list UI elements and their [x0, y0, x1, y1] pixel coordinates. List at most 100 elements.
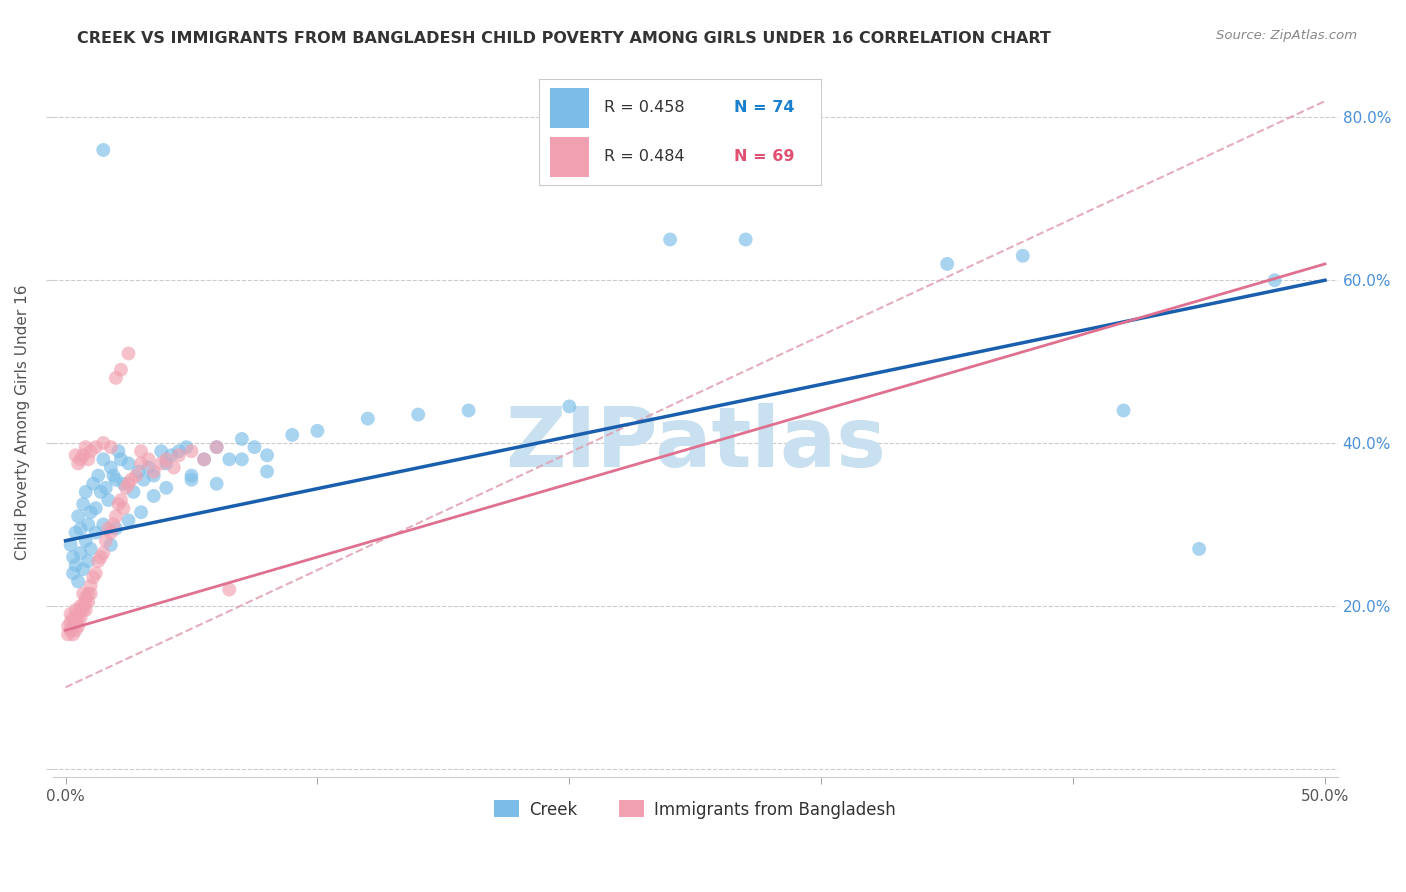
Point	[180, 473, 202, 487]
Point	[100, 525, 122, 540]
Point	[734, 232, 756, 246]
Point	[167, 444, 190, 458]
Point	[75, 484, 97, 499]
Point	[138, 452, 160, 467]
Point	[65, 525, 87, 540]
Point	[281, 428, 304, 442]
Point	[69, 546, 91, 560]
Point	[65, 603, 87, 617]
Point	[256, 465, 278, 479]
Point	[65, 448, 87, 462]
Point	[100, 460, 122, 475]
Point	[132, 473, 155, 487]
Point	[67, 509, 90, 524]
Point	[77, 595, 100, 609]
Point	[72, 448, 94, 462]
Point	[77, 517, 100, 532]
Point	[103, 468, 125, 483]
Point	[112, 476, 135, 491]
Point	[94, 481, 117, 495]
Point	[110, 363, 132, 377]
Point	[155, 452, 177, 467]
Point	[72, 603, 94, 617]
Point	[180, 468, 202, 483]
Point	[1011, 249, 1033, 263]
Point	[80, 587, 103, 601]
Point	[150, 457, 173, 471]
Point	[115, 481, 138, 495]
Point	[62, 619, 84, 633]
Point	[69, 599, 91, 613]
Point	[69, 603, 91, 617]
Point	[110, 452, 132, 467]
Point	[75, 603, 97, 617]
Point	[69, 452, 91, 467]
Point	[107, 444, 129, 458]
Point	[256, 448, 278, 462]
Point	[125, 468, 148, 483]
Point	[100, 440, 122, 454]
Point	[69, 522, 91, 536]
Point	[80, 578, 103, 592]
Legend: Creek, Immigrants from Bangladesh: Creek, Immigrants from Bangladesh	[488, 794, 903, 825]
Point	[59, 607, 82, 621]
Point	[406, 408, 429, 422]
Point	[122, 484, 145, 499]
Point	[80, 541, 103, 556]
Point	[77, 554, 100, 568]
Point	[67, 574, 90, 589]
Point	[129, 444, 152, 458]
Point	[160, 448, 183, 462]
Point	[205, 440, 228, 454]
Point	[72, 562, 94, 576]
Point	[117, 457, 139, 471]
Point	[1188, 541, 1211, 556]
Point	[205, 476, 228, 491]
Point	[357, 411, 380, 425]
Point	[155, 481, 177, 495]
Point	[97, 522, 120, 536]
Point	[87, 554, 110, 568]
Point	[69, 611, 91, 625]
Point	[163, 460, 186, 475]
Point	[84, 525, 107, 540]
Point	[75, 440, 97, 454]
Point	[56, 627, 79, 641]
Point	[91, 143, 114, 157]
Point	[94, 533, 117, 548]
Point	[62, 566, 84, 581]
Point	[110, 493, 132, 508]
Point	[82, 476, 104, 491]
Point	[129, 457, 152, 471]
Point	[67, 457, 90, 471]
Point	[77, 587, 100, 601]
Point	[112, 501, 135, 516]
Point	[62, 549, 84, 564]
Point	[72, 497, 94, 511]
Point	[82, 570, 104, 584]
Point	[193, 452, 215, 467]
Point	[117, 513, 139, 527]
Point	[75, 591, 97, 605]
Point	[103, 517, 125, 532]
Point	[84, 566, 107, 581]
Point	[243, 440, 266, 454]
Point	[142, 465, 165, 479]
Point	[62, 627, 84, 641]
Point	[104, 371, 127, 385]
Point	[205, 440, 228, 454]
Point	[84, 501, 107, 516]
Point	[90, 549, 112, 564]
Point	[176, 440, 198, 454]
Point	[62, 611, 84, 625]
Point	[142, 468, 165, 483]
Point	[231, 432, 253, 446]
Point	[75, 533, 97, 548]
Point	[91, 517, 114, 532]
Point	[659, 232, 682, 246]
Point	[67, 611, 90, 625]
Point	[59, 615, 82, 629]
Point	[117, 346, 139, 360]
Text: CREEK VS IMMIGRANTS FROM BANGLADESH CHILD POVERTY AMONG GIRLS UNDER 16 CORRELATI: CREEK VS IMMIGRANTS FROM BANGLADESH CHIL…	[77, 31, 1052, 46]
Point	[120, 473, 142, 487]
